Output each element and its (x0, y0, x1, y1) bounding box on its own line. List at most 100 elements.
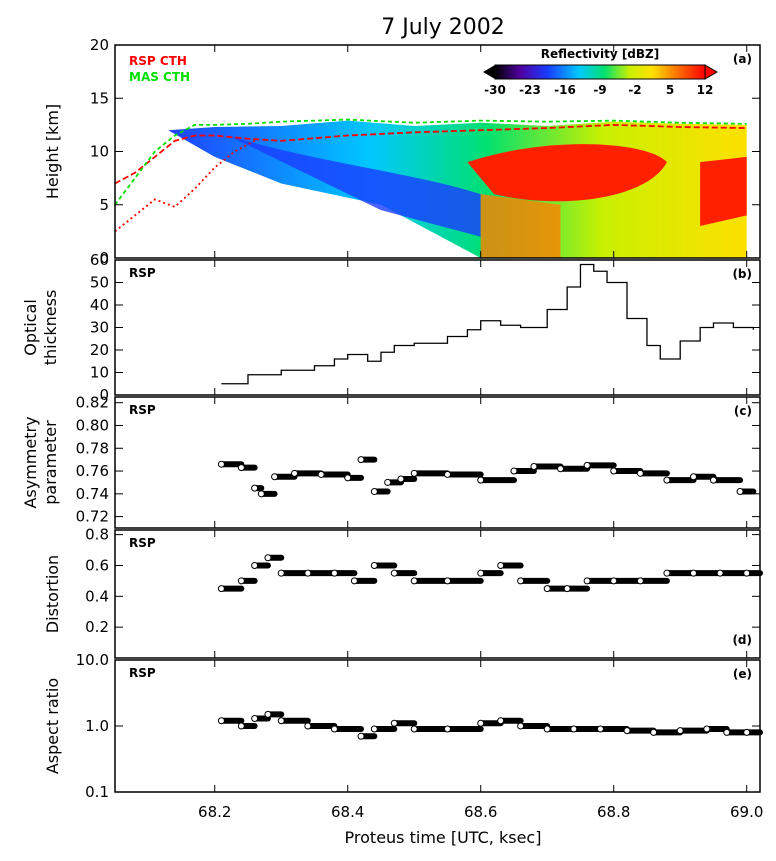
data-point (517, 722, 525, 730)
data-point (709, 476, 717, 484)
data-point (264, 710, 272, 718)
data-point (676, 727, 684, 735)
data-point (390, 719, 398, 727)
data-point (251, 561, 259, 569)
data-point (237, 722, 245, 730)
data-point (443, 725, 451, 733)
panel-frame (114, 259, 761, 396)
y-tick-label: 0.4 (85, 587, 109, 605)
y-tick-label: 30 (90, 319, 109, 337)
data-point (330, 725, 338, 733)
data-point (663, 569, 671, 577)
data-point (477, 569, 485, 577)
panels: RSP CTH MAS CTH Reflectivity [dBZ] -30 -23 -1… (21, 36, 763, 821)
data-point (277, 717, 285, 725)
y-axis-label: Opticalthickness (21, 290, 60, 366)
data-point (636, 469, 644, 477)
y-tick-label: 0.76 (76, 462, 109, 480)
data-point (251, 714, 259, 722)
data-point (370, 725, 378, 733)
y-axis-label: Distortion (43, 555, 62, 633)
panel-d: 0.2 0.4 0.6 0.8 Distortion (d) RSP (43, 526, 763, 659)
colorbar-high-arrow (704, 64, 718, 80)
panel-frame (114, 529, 761, 659)
data-point (350, 577, 358, 585)
data-point (370, 488, 378, 496)
panel-a: RSP CTH MAS CTH Reflectivity [dBZ] -30 -23 -1… (43, 36, 761, 267)
colorbar-low-arrow (483, 65, 495, 79)
cloud-core-right (700, 156, 747, 227)
y-tick-label: 15 (90, 89, 109, 107)
y-tick-label: 0 (99, 249, 109, 267)
legend-mas-cth: MAS CTH (129, 70, 190, 84)
colorbar-tick-label: -16 (554, 83, 576, 97)
data-point (570, 725, 578, 733)
x-tick-label: 69.0 (730, 803, 763, 821)
panel-frame (114, 396, 761, 529)
series-label: RSP (129, 536, 156, 550)
y-tick-label: 60 (90, 251, 109, 269)
series-label: RSP (129, 266, 156, 280)
y-tick-label: 20 (90, 36, 109, 54)
data-point (650, 728, 658, 736)
data-point (410, 577, 418, 585)
data-point (443, 577, 451, 585)
y-tick-label: 0.6 (85, 556, 109, 574)
y-tick-label: 10 (90, 364, 109, 382)
cloud-precip (480, 194, 561, 258)
data-point (736, 488, 744, 496)
data-point (477, 476, 485, 484)
colorbar-tick-label: 5 (666, 83, 674, 97)
data-point (390, 569, 398, 577)
data-point (716, 569, 724, 577)
figure-title: 7 July 2002 (381, 15, 505, 40)
data-point (517, 577, 525, 585)
y-tick-label: 50 (90, 274, 109, 292)
x-tick-label: 68.8 (597, 803, 630, 821)
panel-frame (114, 659, 761, 793)
x-tick-label: 68.4 (331, 803, 364, 821)
y-tick-label: 0.2 (85, 618, 109, 636)
colorbar-tick-label: -23 (519, 83, 541, 97)
panel-e: 0.1 1.0 10.0 Aspect ratio (e) RSP (43, 651, 763, 801)
panel-label: (c) (734, 404, 752, 418)
data-point (690, 473, 698, 481)
data-point (543, 585, 551, 593)
data-point (543, 725, 551, 733)
x-tick-label: 68.6 (464, 803, 497, 821)
data-point (663, 476, 671, 484)
data-point (443, 470, 451, 478)
data-point (357, 456, 365, 464)
y-tick-label: 0.82 (76, 394, 109, 412)
data-point (596, 725, 604, 733)
data-point (237, 577, 245, 585)
optical-thickness-line (221, 263, 755, 385)
data-point (397, 475, 405, 483)
y-tick-label: 10 (90, 143, 109, 161)
x-axis-label: Proteus time [UTC, ksec] (345, 828, 542, 847)
y-tick-label: 0.78 (76, 439, 109, 457)
y-tick-label: 0.74 (76, 485, 109, 503)
data-point (530, 462, 538, 470)
panel-label: (d) (732, 633, 752, 647)
x-tick-label: 68.2 (198, 803, 231, 821)
data-point (623, 727, 631, 735)
panel-b: 0 10 20 30 40 50 60 Opticalthickness (b) RSP (21, 251, 761, 404)
y-tick-label: 5 (99, 196, 109, 214)
data-point (304, 569, 312, 577)
data-point (370, 561, 378, 569)
data-point (330, 569, 338, 577)
data-point (291, 469, 299, 477)
panel-label: (a) (733, 52, 752, 66)
y-tick-label: 0.8 (85, 526, 109, 544)
colorbar-tick-label: -30 (484, 83, 506, 97)
panel-c: 0.72 0.74 0.76 0.78 0.80 0.82 Asymmetryparamet… (21, 394, 761, 529)
y-tick-label: 0.1 (85, 783, 109, 801)
y-tick-label: 0 (99, 386, 109, 404)
panel-label: (e) (733, 667, 752, 681)
data-point (563, 585, 571, 593)
colorbar-tick-label: -9 (593, 83, 606, 97)
data-point (583, 461, 591, 469)
data-point (384, 478, 392, 486)
